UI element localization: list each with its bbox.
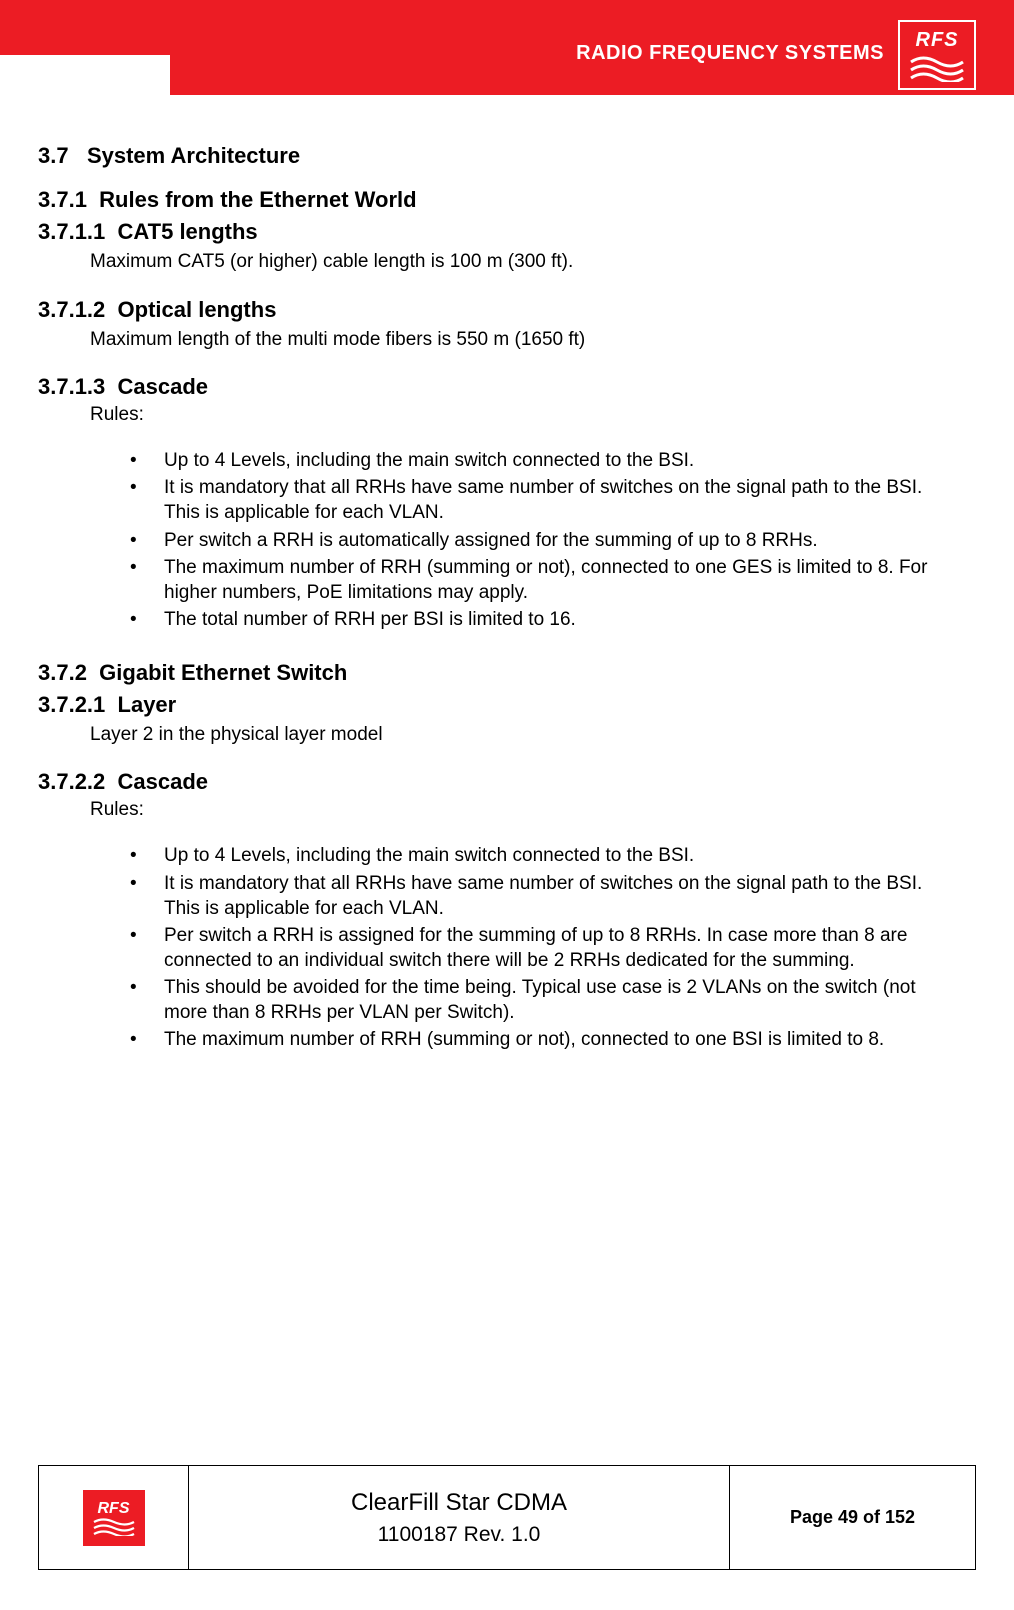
footer-logo: RFS xyxy=(83,1490,145,1546)
heading-title: Cascade xyxy=(118,374,209,399)
footer-title-cell: ClearFill Star CDMA 1100187 Rev. 1.0 xyxy=(189,1466,730,1569)
heading-3-7-1-1: 3.7.1.1 CAT5 lengths xyxy=(38,219,966,245)
page-header: RADIO FREQUENCY SYSTEMS RFS xyxy=(0,0,1014,95)
heading-title: Layer xyxy=(118,692,177,717)
heading-3-7: 3.7 System Architecture xyxy=(38,143,966,169)
list-item: The maximum number of RRH (summing or no… xyxy=(130,555,956,605)
heading-title: Optical lengths xyxy=(118,297,277,322)
brand-logo-text: RFS xyxy=(916,29,959,52)
list-item: The total number of RRH per BSI is limit… xyxy=(130,607,956,632)
heading-3-7-2: 3.7.2 Gigabit Ethernet Switch xyxy=(38,660,966,686)
footer-title: ClearFill Star CDMA xyxy=(351,1489,567,1517)
heading-num: 3.7.2.1 xyxy=(38,692,105,717)
list-item: It is mandatory that all RRHs have same … xyxy=(130,871,956,921)
heading-3-7-2-2: 3.7.2.2 Cascade xyxy=(38,769,966,795)
heading-3-7-1-3: 3.7.1.3 Cascade xyxy=(38,374,966,400)
heading-num: 3.7.1.1 xyxy=(38,219,105,244)
list-item: Per switch a RRH is automatically assign… xyxy=(130,528,956,553)
heading-num: 3.7.1 xyxy=(38,187,87,212)
body-3-7-2-1: Layer 2 in the physical layer model xyxy=(90,722,966,748)
heading-3-7-1-2: 3.7.1.2 Optical lengths xyxy=(38,297,966,323)
heading-title: Gigabit Ethernet Switch xyxy=(99,660,347,685)
heading-title: Cascade xyxy=(118,769,209,794)
list-item: It is mandatory that all RRHs have same … xyxy=(130,475,956,525)
page-content: 3.7 System Architecture 3.7.1 Rules from… xyxy=(0,95,1014,1082)
rules-label-2: Rules: xyxy=(90,799,966,821)
heading-title: Rules from the Ethernet World xyxy=(99,187,416,212)
footer-rev: 1100187 Rev. 1.0 xyxy=(378,1523,541,1547)
footer-logo-cell: RFS xyxy=(39,1466,189,1569)
heading-num: 3.7.2 xyxy=(38,660,87,685)
heading-num: 3.7 xyxy=(38,143,69,168)
brand-logo: RFS xyxy=(898,20,976,90)
bullet-list-3-7-2-2: Up to 4 Levels, including the main switc… xyxy=(130,843,956,1052)
page-footer: RFS ClearFill Star CDMA 1100187 Rev. 1.0… xyxy=(38,1465,976,1570)
heading-num: 3.7.1.3 xyxy=(38,374,105,399)
list-item: The maximum number of RRH (summing or no… xyxy=(130,1027,956,1052)
rules-label-1: Rules: xyxy=(90,404,966,426)
list-item: Up to 4 Levels, including the main switc… xyxy=(130,843,956,868)
brand-text: RADIO FREQUENCY SYSTEMS xyxy=(576,42,884,65)
body-3-7-1-2: Maximum length of the multi mode fibers … xyxy=(90,327,966,353)
bullet-list-3-7-1-3: Up to 4 Levels, including the main switc… xyxy=(130,448,956,632)
footer-page: Page 49 of 152 xyxy=(790,1507,915,1528)
heading-title: System Architecture xyxy=(87,143,300,168)
wave-icon xyxy=(92,1518,136,1536)
body-3-7-1-1: Maximum CAT5 (or higher) cable length is… xyxy=(90,249,966,275)
list-item: Per switch a RRH is assigned for the sum… xyxy=(130,923,956,973)
heading-3-7-1: 3.7.1 Rules from the Ethernet World xyxy=(38,187,966,213)
heading-num: 3.7.1.2 xyxy=(38,297,105,322)
list-item: Up to 4 Levels, including the main switc… xyxy=(130,448,956,473)
wave-icon xyxy=(909,56,965,82)
heading-3-7-2-1: 3.7.2.1 Layer xyxy=(38,692,966,718)
heading-num: 3.7.2.2 xyxy=(38,769,105,794)
footer-logo-text: RFS xyxy=(98,1500,130,1518)
heading-title: CAT5 lengths xyxy=(118,219,258,244)
list-item: This should be avoided for the time bein… xyxy=(130,975,956,1025)
header-notch xyxy=(0,55,170,95)
footer-page-cell: Page 49 of 152 xyxy=(730,1466,975,1569)
